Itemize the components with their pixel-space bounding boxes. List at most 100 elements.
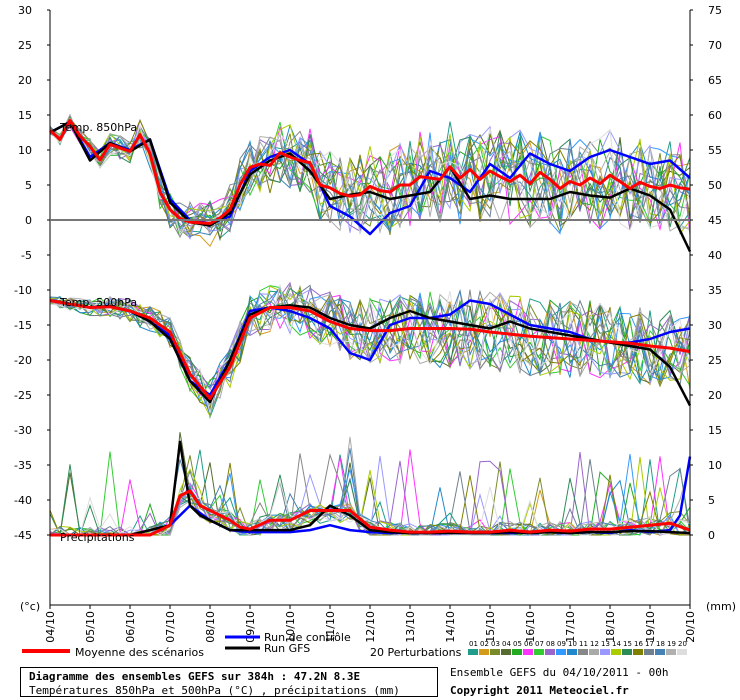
perturbation-number: 12 [590, 640, 599, 648]
perturbation-swatch [545, 649, 555, 655]
right-tick-label: 25 [708, 354, 722, 367]
series-line-t500 [49, 299, 691, 400]
x-tick-label: 18/10 [604, 611, 617, 643]
left-axis-unit: (°c) [20, 600, 40, 613]
left-tick-label: -45 [14, 529, 32, 542]
panel-label-t850: Temp. 850hPa [59, 121, 137, 134]
series-line-t500 [49, 299, 692, 407]
legend-control-label: Run de contrôle [264, 631, 351, 644]
member-line-t500 [49, 284, 691, 397]
right-tick-label: 65 [708, 74, 722, 87]
perturbation-swatch [567, 649, 577, 655]
x-tick-label: 20/10 [684, 611, 697, 643]
right-tick-label: 0 [708, 529, 715, 542]
perturbation-swatch [644, 649, 654, 655]
perturbation-swatch [556, 649, 566, 655]
left-tick-label: -30 [14, 424, 32, 437]
perturbation-number: 19 [667, 640, 676, 648]
perturbation-swatch [523, 649, 533, 655]
legend-perturbations-label: 20 Perturbations [370, 646, 462, 659]
right-tick-label: 40 [708, 249, 722, 262]
perturbation-number: 14 [612, 640, 621, 648]
perturbation-swatch [622, 649, 632, 655]
perturbation-number: 15 [623, 640, 632, 648]
x-tick-label: 07/10 [164, 611, 177, 643]
x-tick-label: 12/10 [364, 611, 377, 643]
x-tick-label: 05/10 [84, 611, 97, 643]
left-tick-label: -10 [14, 284, 32, 297]
perturbation-swatch [479, 649, 489, 655]
left-tick-label: -25 [14, 389, 32, 402]
x-tick-label: 11/10 [324, 611, 337, 643]
perturbation-number: 20 [678, 640, 687, 648]
perturbation-number: 05 [513, 640, 522, 648]
legend-gfs-label: Run GFS [264, 642, 310, 655]
chart-subtitle: Températures 850hPa et 500hPa (°C) , pré… [29, 684, 400, 697]
axes-group [47, 9, 693, 609]
x-tick-label: 15/10 [484, 611, 497, 643]
right-tick-label: 70 [708, 39, 722, 52]
perturbation-swatch [600, 649, 610, 655]
right-tick-label: 45 [708, 214, 722, 227]
left-tick-label: -35 [14, 459, 32, 472]
right-axis-unit: (mm) [706, 600, 736, 613]
perturbation-number: 09 [557, 640, 566, 648]
right-tick-label: 20 [708, 389, 722, 402]
perturbation-swatch [666, 649, 676, 655]
left-tick-label: -40 [14, 494, 32, 507]
right-tick-label: 10 [708, 459, 722, 472]
chart-title-box: Diagramme des ensembles GEFS sur 384h : … [20, 667, 438, 697]
ensemble-perturbation-lines [49, 113, 691, 537]
perturbation-swatch [611, 649, 621, 655]
left-tick-label: 20 [18, 74, 32, 87]
x-tick-label: 04/10 [44, 611, 57, 643]
legend-mean-label: Moyenne des scénarios [75, 646, 204, 659]
x-tick-label: 10/10 [284, 611, 297, 643]
x-tick-label: 06/10 [124, 611, 137, 643]
right-tick-label: 5 [708, 494, 715, 507]
ensemble-run-label: Ensemble GEFS du 04/10/2011 - 00h [450, 666, 669, 679]
panel-label-t500: Temp. 500hPa [59, 296, 137, 309]
member-line-precip [49, 459, 691, 536]
perturbation-swatch [589, 649, 599, 655]
right-tick-label: 35 [708, 284, 722, 297]
left-tick-label: -15 [14, 319, 32, 332]
left-tick-label: 5 [25, 179, 32, 192]
perturbation-number: 17 [645, 640, 654, 648]
x-tick-label: 17/10 [564, 611, 577, 643]
left-tick-label: 10 [18, 144, 32, 157]
x-tick-label: 08/10 [204, 611, 217, 643]
left-tick-label: 15 [18, 109, 32, 122]
left-tick-label: 25 [18, 39, 32, 52]
member-line-t500 [49, 288, 691, 417]
left-tick-label: -20 [14, 354, 32, 367]
right-tick-label: 15 [708, 424, 722, 437]
perturbation-swatch [512, 649, 522, 655]
main-series-group [48, 119, 692, 537]
x-tick-label: 16/10 [524, 611, 537, 643]
right-tick-label: 55 [708, 144, 722, 157]
perturbation-number: 11 [579, 640, 588, 648]
perturbation-number: 04 [502, 640, 511, 648]
right-tick-label: 60 [708, 109, 722, 122]
perturbation-swatch [655, 649, 665, 655]
series-line-t850 [49, 120, 692, 253]
member-line-precip [50, 448, 691, 536]
perturbation-number: 01 [469, 640, 478, 648]
panel-label-precip: Précipitations [60, 531, 135, 544]
chart-title: Diagramme des ensembles GEFS sur 384h : … [29, 670, 361, 683]
perturbation-number: 03 [491, 640, 500, 648]
perturbation-swatch [677, 649, 687, 655]
perturbation-number: 16 [634, 640, 643, 648]
x-tick-label: 09/10 [244, 611, 257, 643]
member-line-t850 [49, 117, 691, 237]
perturbation-number: 07 [535, 640, 544, 648]
left-tick-label: 30 [18, 4, 32, 17]
perturbation-number: 02 [480, 640, 489, 648]
series-line-precip [50, 489, 691, 537]
perturbation-number: 10 [568, 640, 577, 648]
perturbation-swatch [534, 649, 544, 655]
member-line-t500 [49, 293, 691, 406]
